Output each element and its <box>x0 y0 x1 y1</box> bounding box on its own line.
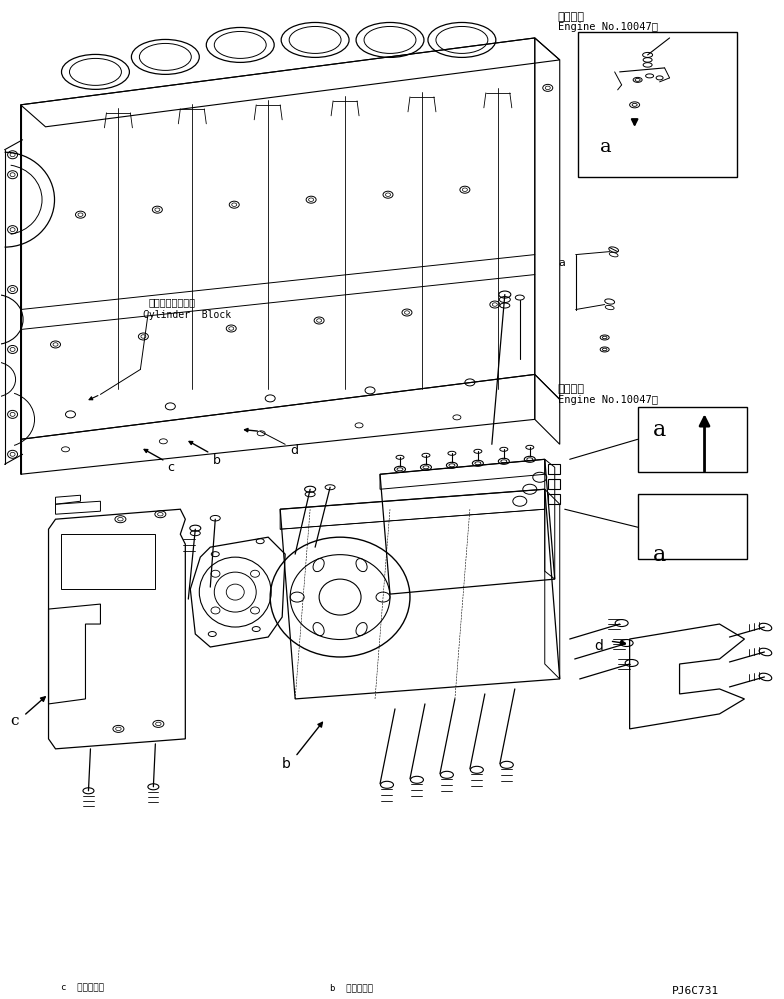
Text: c  ブラケット: c ブラケット <box>60 983 103 992</box>
Bar <box>578 32 738 177</box>
Text: b: b <box>282 757 291 771</box>
Bar <box>637 495 747 559</box>
Bar <box>548 480 560 490</box>
Text: Cylinder  Block: Cylinder Block <box>143 310 231 320</box>
Text: シリンダブロック: シリンダブロック <box>148 298 195 308</box>
Bar <box>637 408 747 473</box>
Text: d: d <box>595 639 604 653</box>
Text: b: b <box>213 455 221 468</box>
Bar <box>548 495 560 504</box>
Text: d: d <box>290 445 298 458</box>
Text: a: a <box>652 420 666 442</box>
Text: a: a <box>600 138 612 156</box>
Bar <box>548 465 560 475</box>
Text: b  ブラケット: b ブラケット <box>330 983 373 992</box>
Text: 適用号機: 適用号機 <box>557 385 585 395</box>
Text: a: a <box>559 258 565 268</box>
Bar <box>60 534 155 589</box>
Text: Engine No.10047～: Engine No.10047～ <box>557 22 658 32</box>
Text: a: a <box>652 544 666 566</box>
Text: 適用号機: 適用号機 <box>557 12 585 22</box>
Text: c: c <box>167 462 174 475</box>
Text: c: c <box>11 714 19 728</box>
Text: PJ6C731: PJ6C731 <box>672 986 719 996</box>
Text: Engine No.10047～: Engine No.10047～ <box>557 396 658 406</box>
